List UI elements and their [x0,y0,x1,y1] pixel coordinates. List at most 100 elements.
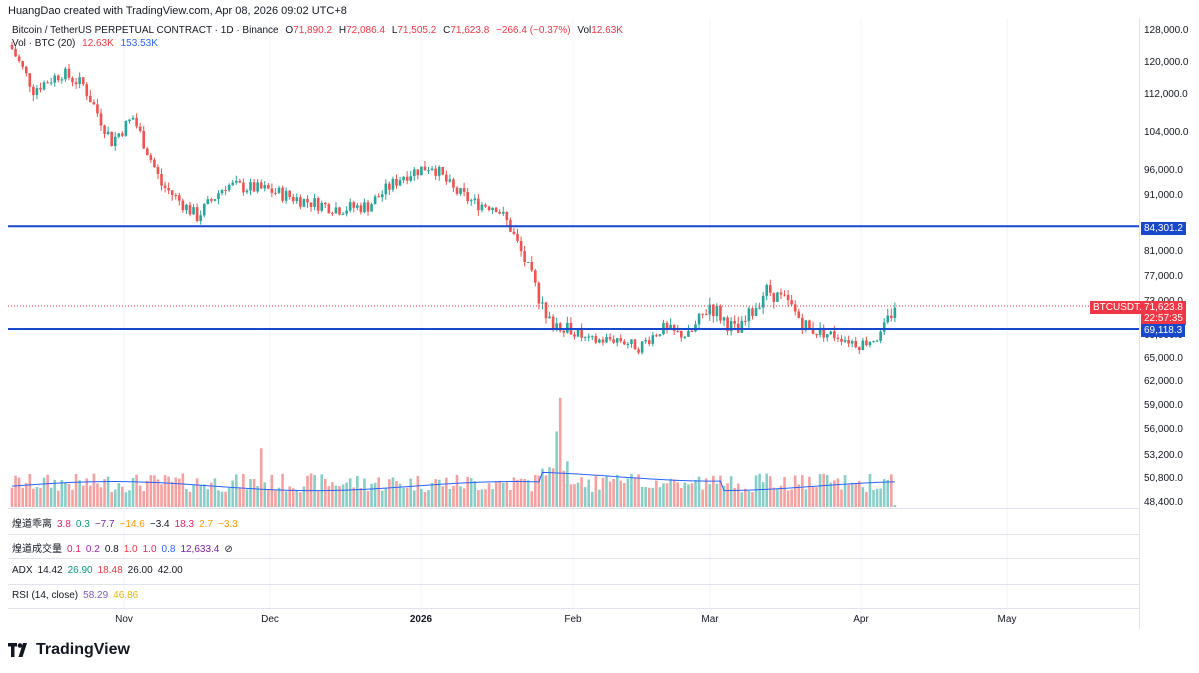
indicator-bias[interactable]: 煌道乖离 3.8 0.3 −7.7 −14.6 −3.4 18.3 2.7 −3.3 [12,515,243,530]
candle [726,317,729,332]
brand-name: TradingView [36,641,130,658]
volume-bar [833,480,836,507]
volume-bar [733,487,736,507]
volume-bar [829,482,833,507]
candle [409,176,413,181]
candle [836,337,840,339]
candle [288,190,291,197]
candle [494,207,498,213]
volume-bar [580,477,583,507]
candle [573,334,576,337]
volume-bar [71,489,74,507]
candle [761,295,765,308]
candle [601,339,605,343]
volume-bar [138,485,142,507]
candle [776,292,779,302]
volume-bar [783,477,786,507]
volume-bar [872,490,875,507]
volume-bar [270,474,274,507]
volume-legend: Vol · BTC (20) 12.63K 153.53K [12,38,162,49]
volume-bar [487,483,491,507]
volume-bar [441,486,445,507]
volume-bar [356,475,359,507]
volume-bar [701,489,704,507]
indicator-value: 1.0 [142,544,157,555]
price-axis-label: 77,000.0 [1144,271,1183,282]
volume-bar [135,474,138,507]
candle [594,336,598,343]
candle [124,121,128,136]
volume-bar [818,474,822,507]
indicator-value: 0.2 [85,544,100,555]
candle [263,185,267,189]
volume-bar [512,477,516,507]
candle [170,190,174,196]
candle [113,136,117,147]
volume-bar [149,475,153,507]
candle [833,331,836,338]
volume-bar [224,491,227,507]
candle [498,212,502,214]
volume-bar [53,479,57,507]
volume-bar [562,470,566,507]
volume-bar [195,478,199,507]
volume-bar [103,479,106,507]
candle [89,95,92,103]
indicator-value: 18.3 [174,519,195,530]
candle [818,327,822,335]
indicator-value: 42.00 [157,565,183,576]
indicator-adx[interactable]: ADX 14.42 26.90 18.48 26.00 42.00 [12,565,188,576]
indicator-name: 煌道乖离 [12,519,52,530]
price-axis-label: 59,000.0 [1144,400,1183,411]
volume-bar [10,487,14,507]
candle [28,73,32,87]
volume-bar [384,487,388,507]
candle [786,295,790,301]
indicator-value: 1.0 [123,544,138,555]
candle [825,334,829,338]
volume-bar [537,475,541,507]
volume-bar [17,477,21,507]
candle [548,316,551,319]
candle [441,166,445,175]
candle [78,77,81,85]
candle [359,205,363,213]
candle [370,204,373,212]
tradingview-icon [8,643,27,657]
candle [49,82,53,84]
candle [487,206,491,211]
indicator-volume-custom[interactable]: 煌道成交量 0.1 0.2 0.8 1.0 1.0 0.8 12,633.4 ⊘ [12,540,238,555]
candle [56,75,60,81]
close-value: 71,623.8 [450,25,490,36]
volume-bar [295,490,299,507]
candle [669,324,672,329]
candle [690,331,694,333]
volume-bar [74,473,78,507]
candle [484,204,487,207]
volume-bar [28,473,32,507]
volume-bar [370,483,373,507]
volume-bar [548,467,551,507]
tradingview-logo[interactable]: TradingView [8,641,130,659]
candle [462,188,466,192]
volume-bar [658,487,662,507]
open-value: 71,890.2 [293,25,333,36]
volume-bar [459,486,462,507]
price-axis-line [1139,18,1140,629]
volume-bar [786,490,790,507]
candle [801,317,804,331]
volume-bar [882,478,886,507]
candle [217,193,220,200]
volume-bar [825,475,829,507]
volume-bar [64,482,67,507]
candle [167,188,170,191]
candle [220,190,224,194]
indicator-rsi[interactable]: RSI (14, close) 58.29 46.86 [12,590,143,601]
volume-bar [206,489,210,507]
candle [843,339,847,342]
volume-bar [651,487,655,507]
volume-bar [124,492,128,507]
candle [658,334,662,336]
volume-bar [39,487,42,507]
